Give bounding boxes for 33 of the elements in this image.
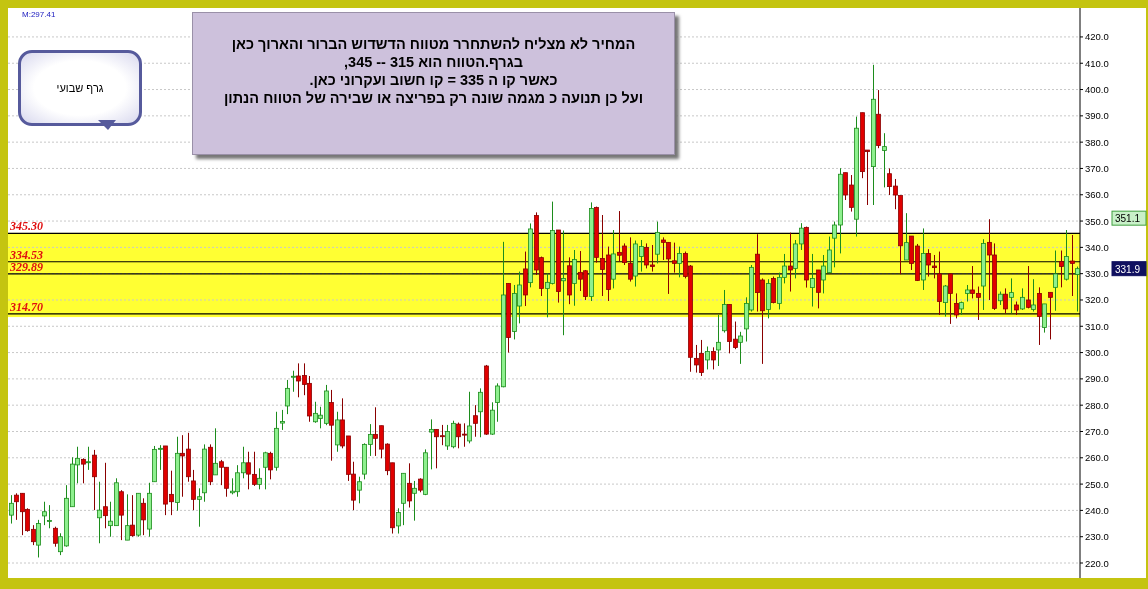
y-tick-label: 410.0	[1085, 57, 1109, 69]
y-tick-label: 230.0	[1085, 531, 1109, 543]
annotation: כאשר קו ה 335 = קו חשוב ועקרוני כאן.	[308, 71, 559, 89]
y-tick-label: 320.0	[1085, 294, 1109, 306]
y-tick-label: 390.0	[1085, 110, 1109, 122]
y-tick-label: 360.0	[1085, 189, 1109, 201]
y-tick-label: 290.0	[1085, 373, 1109, 385]
annotation: M:297.41	[22, 10, 56, 19]
text: 351.1	[1115, 213, 1141, 225]
y-tick-label: 330.0	[1085, 268, 1109, 280]
note-box: המחיר לא מצליח להשתחרר מטווח הדשדוש הברור והארוך כאן בגרף.הטווח הוא 315 -- 345, כאשר קו ה 335 = קו חשוב ועקרוני כאן. ועל כן תנועה כ מגמה שונה רק בפריצה או שבירה של הטווח הנתון	[192, 12, 675, 155]
text: 331.9	[1115, 263, 1141, 275]
y-tick-label: 340.0	[1085, 241, 1109, 253]
ref-line-label: 329.89	[9, 259, 43, 274]
y-tick-label: 310.0	[1085, 320, 1109, 332]
ref-line-label: 334.53	[9, 247, 43, 262]
y-tick-label: 420.0	[1085, 31, 1109, 43]
y-tick-label: 350.0	[1085, 215, 1109, 227]
y-tick-label: 380.0	[1085, 136, 1109, 148]
y-tick-label: 240.0	[1085, 504, 1109, 516]
speech-bubble: גרף שבועי	[18, 50, 142, 126]
ref-line-label: 314.70	[9, 299, 43, 314]
annotation: המחיר לא מצליח להשתחרר מטווח הדשדוש הברור והארוך כאן בגרף.הטווח הוא 315 -- 345,	[230, 35, 637, 71]
y-tick-label: 260.0	[1085, 452, 1109, 464]
y-tick-label: 300.0	[1085, 347, 1109, 359]
y-tick-label: 250.0	[1085, 478, 1109, 490]
y-tick-label: 280.0	[1085, 399, 1109, 411]
y-tick-label: 400.0	[1085, 84, 1109, 96]
ref-line-label: 345.30	[9, 219, 43, 234]
y-tick-label: 270.0	[1085, 425, 1109, 437]
y-tick-label: 220.0	[1085, 557, 1109, 569]
y-tick-label: 370.0	[1085, 162, 1109, 174]
annotation: ועל כן תנועה כ מגמה שונה רק בפריצה או שבירה של הטווח הנתון	[222, 89, 645, 107]
